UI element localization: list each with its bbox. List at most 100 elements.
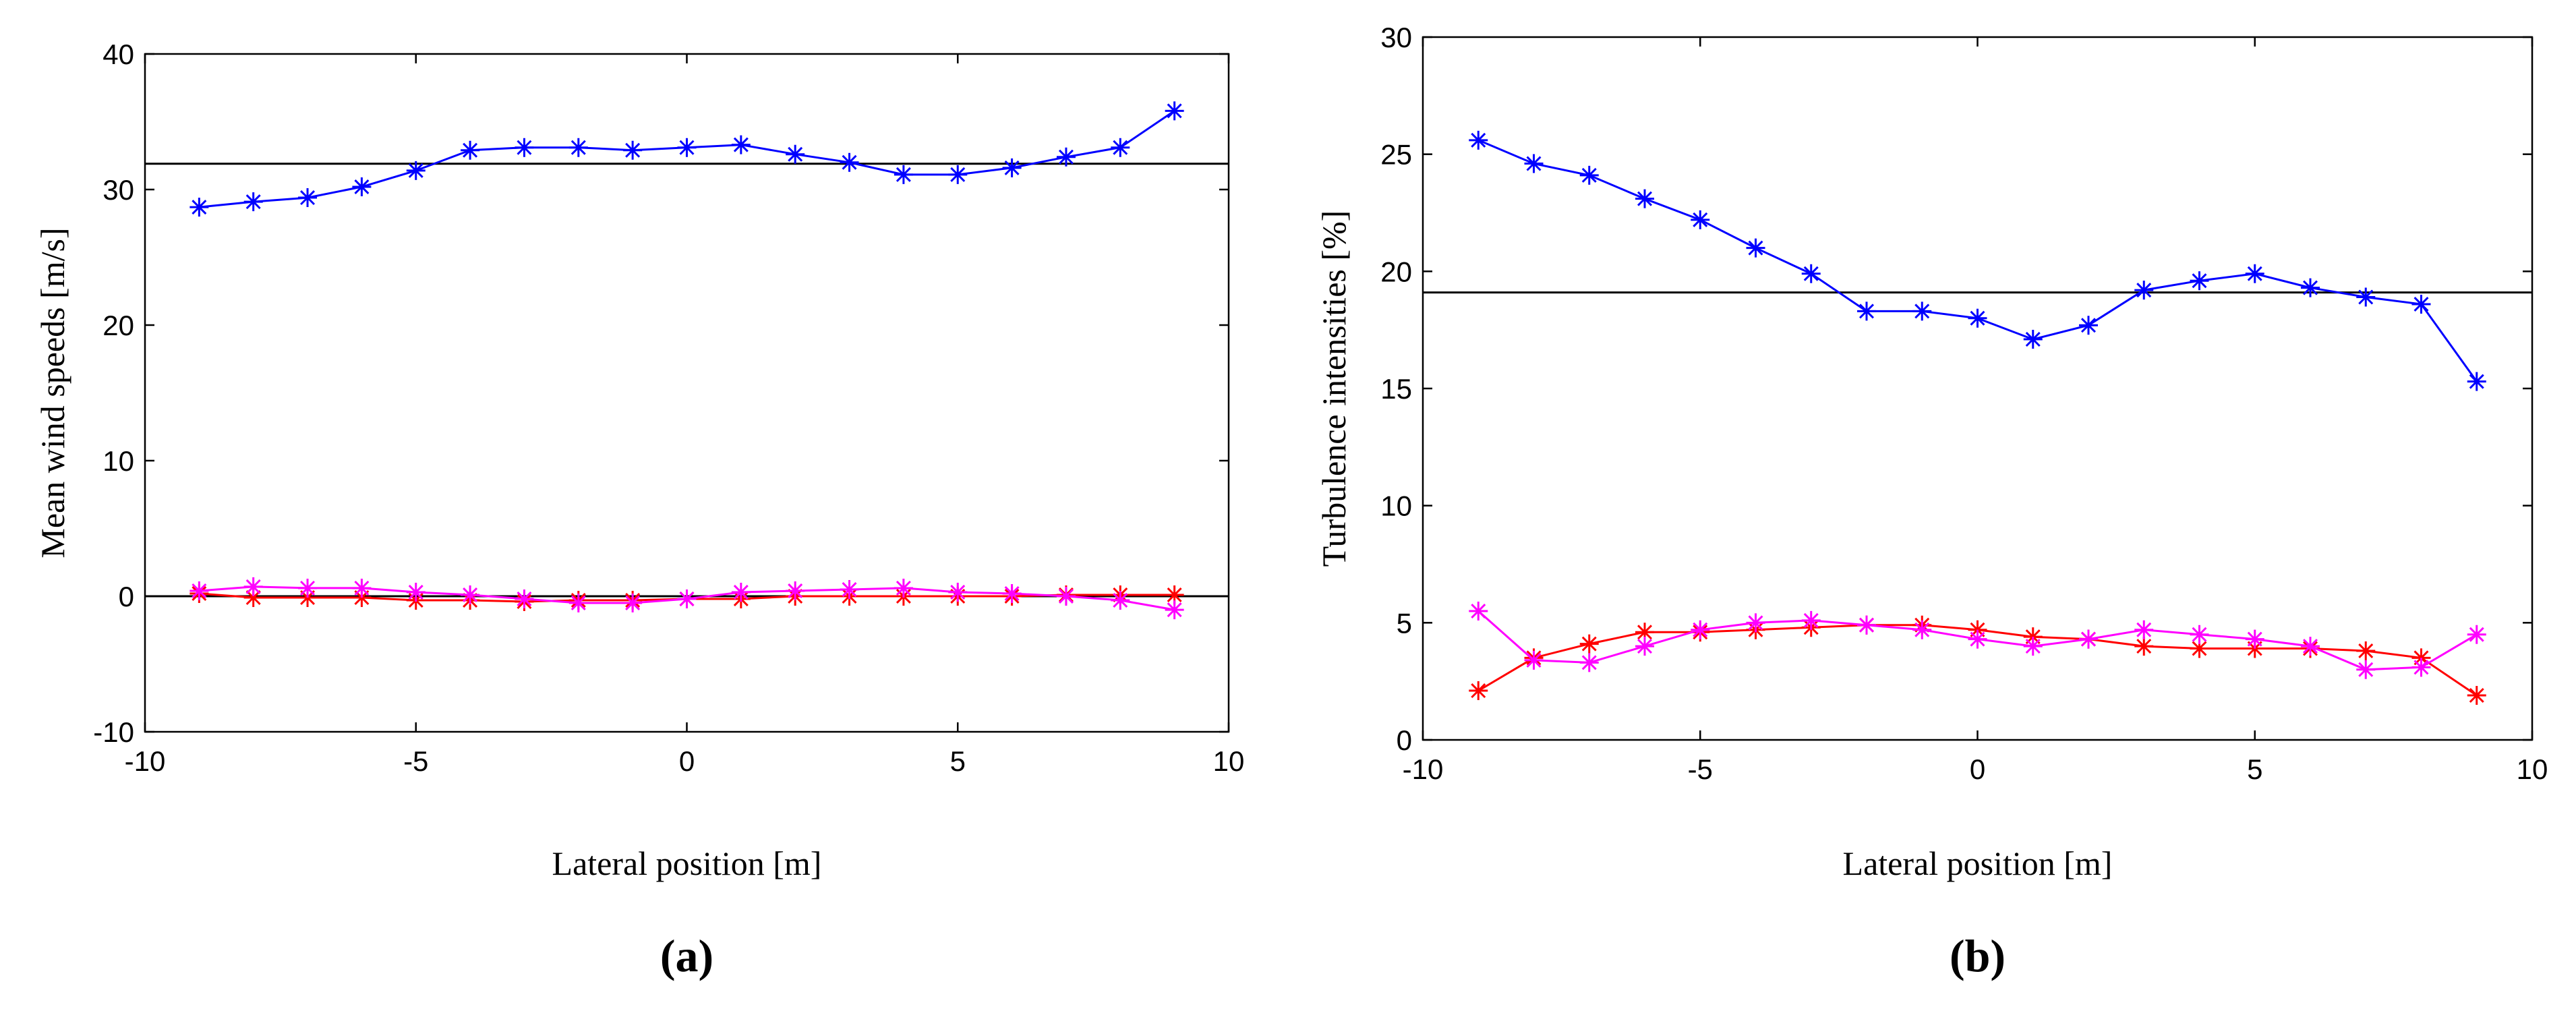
data-point-b-Iu [2467,372,2486,391]
data-point-a-w [948,582,968,602]
data-point-a-u [461,140,480,160]
y-tick-label-a: 10 [103,445,134,477]
y-tick-label-b: 0 [1397,724,1412,756]
data-point-b-Iw [2023,637,2043,656]
x-axis-label-a: Lateral position [m] [552,844,822,882]
data-point-b-Iw [1801,610,1821,630]
data-point-a-v [352,588,372,608]
data-point-b-Iw [1524,650,1544,670]
x-tick-label-a: 5 [950,745,966,777]
data-point-a-v [1165,585,1184,604]
data-point-b-Iv [2134,637,2154,656]
data-point-a-v [298,588,318,608]
data-point-a-u [243,192,263,212]
data-point-b-Iv [1635,623,1654,642]
series-line-a-u [199,110,1175,208]
y-tick-label-b: 20 [1380,256,1412,287]
x-tick-label-b: 10 [2517,753,2548,785]
panel-tag-b: (b) [1950,930,2006,981]
data-point-b-Iu [1857,301,1876,321]
data-point-b-Iw [2411,658,2431,677]
y-tick-label-b: 25 [1380,139,1412,171]
data-point-a-w [786,581,805,600]
data-point-a-w [243,577,263,596]
data-point-b-Iv [2467,686,2486,705]
data-point-a-u [298,188,318,208]
data-point-a-u [1002,158,1022,177]
panel-a: -10 -5 0 5 10 -10 0 10 20 30 40 Lateral position [m… [34,38,1244,981]
data-point-b-Iw [2301,637,2320,656]
data-point-b-Iw [2190,625,2209,644]
data-point-a-w [1002,583,1022,603]
y-axis-label-a: Mean wind speeds [m/s] [34,227,71,558]
data-point-a-w [894,578,913,598]
data-point-a-w [840,579,859,599]
data-point-b-Iv [2356,641,2376,661]
series-line-b-Iu [1477,139,2478,382]
x-tick-label-b: -5 [1688,753,1713,785]
data-point-a-w [731,582,751,602]
data-point-a-w [1056,587,1076,606]
x-tick-label-a: 0 [679,745,695,777]
data-point-b-Iu [1469,130,1488,150]
data-point-a-u [894,165,913,184]
data-point-a-u [1111,138,1130,157]
data-point-a-u [1165,101,1184,121]
data-point-a-u [406,161,426,180]
y-tick-label-b: 10 [1380,490,1412,522]
data-point-a-u [352,177,372,196]
panel-b: -10 -5 0 5 10 0 5 10 15 20 25 30 Lateral position [m… [1315,22,2548,981]
data-point-b-Iu [1691,210,1710,229]
data-point-a-u [731,135,751,154]
data-point-b-Iu [1746,238,1765,258]
data-point-a-u [677,138,697,157]
data-point-b-Iu [2023,330,2043,349]
data-point-a-u [568,138,588,157]
data-point-a-u [1056,147,1076,167]
y-tick-label-a: -10 [93,716,134,748]
x-axis-label-b: Lateral position [m] [1843,844,2113,882]
data-point-b-Iu [1635,189,1654,208]
data-point-b-Iw [1912,620,1932,639]
data-point-b-Iw [2245,629,2264,649]
data-point-b-Iw [2467,625,2486,644]
data-point-b-Iv [1579,634,1599,654]
y-axis-label-b: Turbulence intensities [%] [1315,210,1353,567]
panel-tag-a: (a) [660,930,713,981]
data-point-b-Iu [1912,301,1932,321]
data-point-b-Iu [2079,316,2098,335]
data-point-a-w [352,578,372,598]
data-point-b-Iu [2134,281,2154,300]
data-point-a-u [189,198,209,217]
data-point-b-Iv [2190,639,2209,658]
y-tick-label-b: 15 [1380,373,1412,405]
data-point-a-u [786,144,805,164]
data-point-b-Iu [2301,278,2320,297]
data-point-a-u [623,140,643,160]
data-point-b-Iw [2134,620,2154,639]
data-point-b-Iw [1746,613,1765,633]
data-point-a-v [243,588,263,608]
data-point-b-Iw [1469,601,1488,621]
data-point-a-w [515,589,534,609]
data-point-b-Iw [1635,637,1654,656]
y-tick-label-a: 40 [103,38,134,70]
data-point-a-w [298,578,318,598]
data-point-b-Iu [2245,264,2264,283]
data-point-a-u [948,165,968,184]
data-point-a-w [677,589,697,609]
y-tick-label-b: 5 [1397,607,1412,639]
x-tick-label-a: 10 [1213,745,1245,777]
y-tick-label-a: 30 [103,174,134,206]
data-point-a-w [568,594,588,613]
x-tick-label-a: -10 [125,745,166,777]
data-point-a-w [623,594,643,613]
data-point-b-Iu [2356,287,2376,307]
data-point-b-Iv [1469,681,1488,701]
data-point-b-Iu [2190,271,2209,291]
data-point-a-w [461,585,480,604]
data-point-b-Iu [1579,165,1599,185]
data-point-a-w [189,581,209,600]
data-point-b-Iw [1691,620,1710,639]
